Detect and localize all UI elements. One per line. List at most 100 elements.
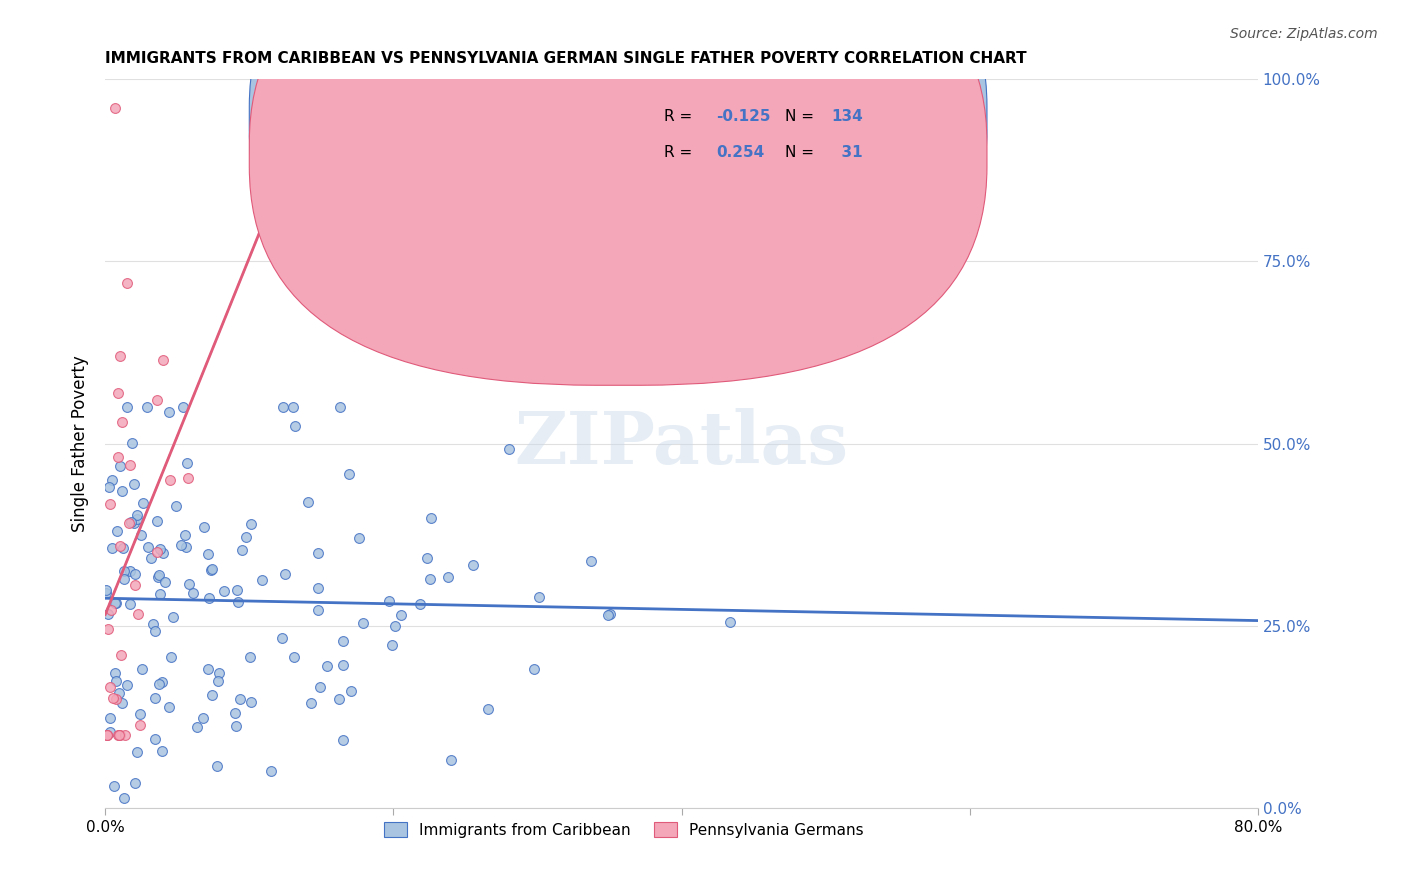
Point: [239, 650, 262, 665]
Point: [96, 728, 118, 742]
Point: [108, 459, 131, 474]
Point: [143, 690, 166, 705]
Point: [146, 570, 169, 584]
Point: [118, 458, 141, 473]
Point: [599, 607, 621, 621]
Point: [128, 707, 150, 722]
Point: [124, 516, 146, 530]
Point: [152, 353, 174, 368]
Point: [112, 564, 135, 578]
Point: [124, 578, 146, 592]
Point: [97, 607, 120, 621]
Point: [235, 530, 257, 544]
Text: Source: ZipAtlas.com: Source: ZipAtlas.com: [1230, 27, 1378, 41]
Point: [208, 666, 231, 681]
Point: [498, 442, 520, 456]
Point: [104, 102, 127, 116]
Point: [226, 594, 249, 608]
Point: [96, 728, 118, 742]
Point: [107, 728, 129, 742]
Point: [112, 572, 135, 586]
Point: [332, 733, 354, 747]
Point: [193, 519, 215, 533]
Text: 134: 134: [831, 109, 863, 124]
Point: [157, 700, 180, 714]
Point: [159, 473, 181, 487]
Point: [419, 572, 441, 586]
Point: [329, 400, 352, 414]
Point: [118, 565, 141, 579]
Point: [98, 725, 121, 739]
Point: [111, 484, 134, 499]
Point: [440, 753, 463, 767]
Point: [135, 400, 157, 414]
Point: [122, 476, 145, 491]
Point: [108, 349, 131, 363]
FancyBboxPatch shape: [572, 90, 907, 193]
Point: [110, 540, 132, 554]
Point: [124, 567, 146, 582]
Point: [229, 692, 252, 706]
Point: [271, 631, 294, 645]
FancyBboxPatch shape: [249, 0, 987, 349]
Point: [170, 538, 193, 552]
Point: [212, 583, 235, 598]
Point: [105, 596, 128, 610]
Point: [274, 566, 297, 581]
Point: [297, 494, 319, 508]
Point: [143, 731, 166, 746]
Point: [461, 558, 484, 573]
Point: [349, 531, 371, 545]
Point: [598, 607, 620, 622]
Text: N =: N =: [786, 109, 820, 124]
Point: [150, 674, 173, 689]
Text: N =: N =: [786, 145, 820, 161]
Point: [186, 720, 208, 734]
Point: [240, 695, 263, 709]
Point: [146, 514, 169, 528]
Point: [231, 542, 253, 557]
Point: [104, 692, 127, 706]
Point: [101, 473, 124, 487]
Point: [339, 684, 361, 698]
Point: [115, 678, 138, 692]
Point: [198, 591, 221, 605]
Point: [111, 696, 134, 710]
Point: [284, 418, 307, 433]
Point: [107, 385, 129, 400]
Point: [225, 719, 247, 733]
Point: [103, 779, 125, 793]
Point: [143, 624, 166, 638]
Point: [111, 541, 134, 556]
Point: [139, 551, 162, 566]
Point: [328, 691, 350, 706]
Text: IMMIGRANTS FROM CARIBBEAN VS PENNSYLVANIA GERMAN SINGLE FATHER POVERTY CORRELATI: IMMIGRANTS FROM CARIBBEAN VS PENNSYLVANI…: [105, 51, 1026, 66]
Point: [307, 546, 329, 560]
Point: [146, 545, 169, 559]
Point: [381, 638, 404, 652]
Point: [193, 711, 215, 725]
Point: [98, 711, 121, 725]
Point: [148, 568, 170, 582]
Point: [152, 546, 174, 560]
Point: [420, 511, 443, 525]
Point: [177, 577, 200, 591]
Point: [150, 744, 173, 758]
Point: [104, 596, 127, 610]
Point: [108, 728, 131, 742]
Point: [579, 554, 602, 568]
Point: [299, 696, 322, 710]
Text: -0.125: -0.125: [716, 109, 770, 124]
Point: [162, 610, 184, 624]
Point: [97, 480, 120, 494]
Point: [197, 547, 219, 561]
Point: [176, 471, 198, 485]
Text: 0.254: 0.254: [716, 145, 765, 161]
Point: [131, 496, 153, 510]
FancyBboxPatch shape: [249, 0, 987, 385]
Text: R =: R =: [664, 109, 697, 124]
Point: [309, 680, 332, 694]
Point: [408, 597, 430, 611]
Point: [115, 277, 138, 291]
Point: [107, 686, 129, 700]
